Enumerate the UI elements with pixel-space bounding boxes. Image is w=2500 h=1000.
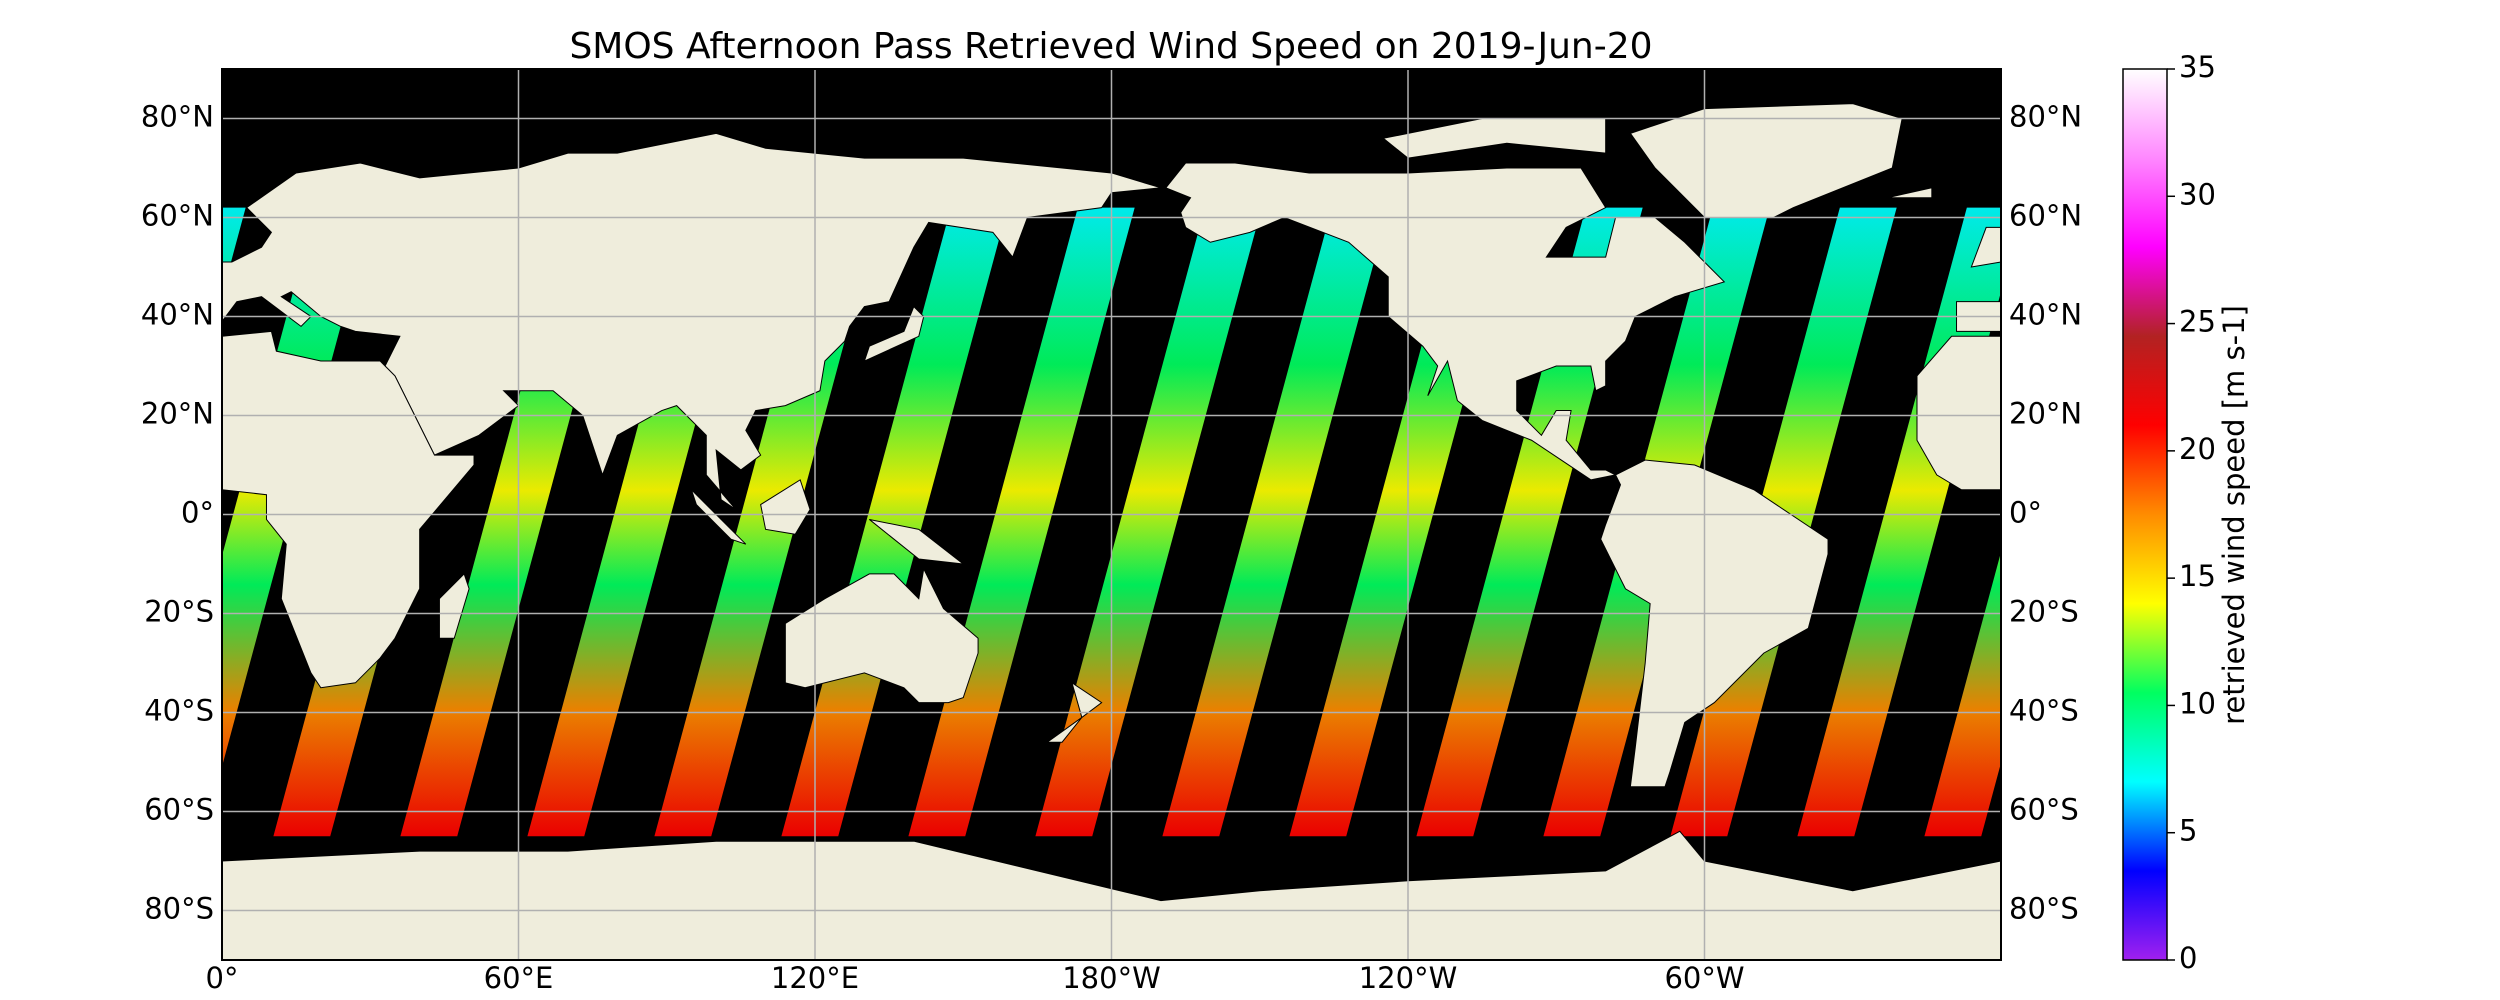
swath (1162, 207, 1389, 837)
y-tick-label: 60°S (144, 793, 214, 827)
land (438, 572, 470, 639)
land (760, 479, 811, 535)
land (1045, 681, 1103, 743)
colorbar-tick-label: 25 (2179, 305, 2216, 339)
x-tick-label: 60°W (1664, 961, 1744, 995)
y-tick-label-right: 20°S (2009, 595, 2079, 629)
y-tick-label: 40°S (144, 694, 214, 728)
colorbar-tick-label: 5 (2179, 814, 2197, 848)
x-tick-label: 120°E (771, 961, 859, 995)
y-tick-label: 20°N (141, 397, 214, 431)
x-tick-label: 180°W (1062, 961, 1161, 995)
y-tick-label-right: 60°N (2009, 199, 2082, 233)
land (1629, 103, 1903, 218)
x-tick-label: 120°W (1359, 961, 1458, 995)
land (1600, 459, 1829, 788)
y-tick-label-right: 60°S (2009, 793, 2079, 827)
chart-title: SMOS Afternoon Pass Retrieved Wind Speed… (569, 26, 1652, 67)
y-tick-label-right: 40°N (2009, 298, 2082, 332)
swath (1924, 552, 2001, 837)
y-tick-label: 40°N (141, 298, 214, 332)
y-tick-label-right: 80°S (2009, 892, 2079, 926)
land (1887, 187, 1933, 199)
colorbar-tick-label: 20 (2179, 432, 2216, 466)
land (690, 489, 747, 545)
y-tick-label: 20°S (144, 595, 214, 629)
land (784, 567, 979, 704)
map-frame (221, 68, 2002, 961)
colorbar-tick-label: 30 (2179, 177, 2216, 211)
colorbar-label: retrieved wind speed [m s-1] (2217, 305, 2251, 725)
colorbar-tick-label: 10 (2179, 686, 2216, 720)
y-tick-label: 0° (181, 496, 214, 530)
colorbar-tick-label: 0 (2179, 941, 2197, 975)
y-tick-label: 80°S (144, 892, 214, 926)
y-tick-label: 60°N (141, 199, 214, 233)
y-tick-label: 80°N (141, 100, 214, 134)
colorbar-scale (2122, 68, 2168, 961)
map-area (222, 69, 2001, 960)
x-tick-label: 60°E (484, 961, 554, 995)
y-tick-label-right: 0° (2009, 496, 2042, 530)
swath (222, 207, 246, 296)
colorbar-tick-label: 35 (2179, 50, 2216, 84)
colorbar-tick-label: 15 (2179, 559, 2216, 593)
land (869, 518, 965, 565)
land (1916, 335, 2001, 491)
y-tick-label-right: 20°N (2009, 397, 2082, 431)
x-tick-label: 0° (206, 961, 239, 995)
y-tick-label-right: 80°N (2009, 100, 2082, 134)
y-tick-label-right: 40°S (2009, 694, 2079, 728)
land (1165, 162, 1726, 481)
land (863, 305, 925, 362)
colorbar: 0 5 10 15 20 25 30 35 (2122, 50, 2216, 975)
land (1970, 226, 2001, 268)
swath (1035, 207, 1262, 837)
